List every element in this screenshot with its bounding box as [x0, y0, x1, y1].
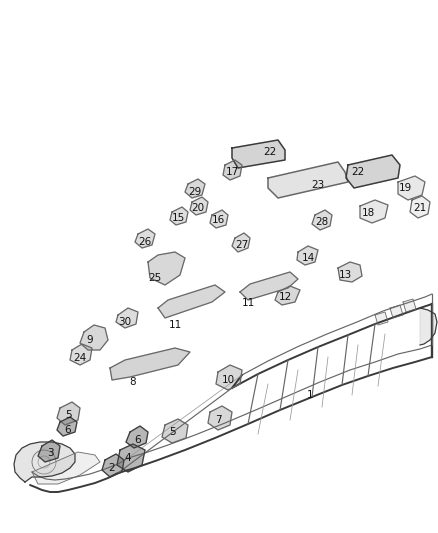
Polygon shape	[297, 246, 318, 265]
Polygon shape	[38, 440, 60, 462]
Text: 13: 13	[339, 270, 352, 280]
Polygon shape	[14, 442, 75, 482]
Text: 1: 1	[307, 390, 313, 400]
Polygon shape	[170, 207, 188, 225]
Text: 5: 5	[65, 410, 71, 420]
Text: 12: 12	[279, 292, 292, 302]
Polygon shape	[275, 286, 300, 305]
Text: 26: 26	[138, 237, 152, 247]
Polygon shape	[57, 417, 77, 436]
Text: 28: 28	[315, 217, 328, 227]
Polygon shape	[162, 419, 188, 443]
Text: 19: 19	[399, 183, 412, 193]
Polygon shape	[398, 176, 425, 200]
Text: 22: 22	[351, 167, 364, 177]
Text: 21: 21	[413, 203, 427, 213]
Text: 17: 17	[226, 167, 239, 177]
Polygon shape	[216, 365, 242, 390]
Text: 20: 20	[191, 203, 205, 213]
Text: 5: 5	[170, 427, 177, 437]
Text: 23: 23	[311, 180, 325, 190]
Text: 22: 22	[263, 147, 277, 157]
Text: 18: 18	[361, 208, 374, 218]
Polygon shape	[403, 299, 416, 312]
Polygon shape	[117, 444, 145, 472]
Polygon shape	[232, 233, 250, 252]
Polygon shape	[148, 252, 185, 285]
Polygon shape	[410, 196, 430, 218]
Text: 4: 4	[125, 453, 131, 463]
Polygon shape	[102, 454, 124, 477]
Text: 3: 3	[47, 448, 53, 458]
Text: 25: 25	[148, 273, 162, 283]
Text: 11: 11	[168, 320, 182, 330]
Polygon shape	[32, 452, 100, 484]
Polygon shape	[190, 197, 208, 215]
Text: 8: 8	[130, 377, 136, 387]
Text: 9: 9	[87, 335, 93, 345]
Polygon shape	[232, 140, 285, 168]
Polygon shape	[390, 305, 403, 318]
Polygon shape	[158, 285, 225, 318]
Polygon shape	[57, 402, 80, 425]
Polygon shape	[240, 272, 298, 300]
Text: 27: 27	[235, 240, 249, 250]
Polygon shape	[208, 406, 232, 430]
Text: 6: 6	[65, 425, 71, 435]
Polygon shape	[420, 308, 437, 345]
Text: 29: 29	[188, 187, 201, 197]
Polygon shape	[135, 229, 155, 248]
Text: 10: 10	[222, 375, 235, 385]
Polygon shape	[126, 426, 148, 448]
Text: 30: 30	[118, 317, 131, 327]
Polygon shape	[223, 160, 242, 180]
Polygon shape	[338, 262, 362, 282]
Polygon shape	[116, 308, 138, 328]
Polygon shape	[346, 155, 400, 188]
Polygon shape	[70, 344, 92, 365]
Polygon shape	[360, 200, 388, 223]
Polygon shape	[210, 210, 228, 228]
Polygon shape	[268, 162, 348, 198]
Polygon shape	[375, 312, 388, 325]
Polygon shape	[80, 325, 108, 350]
Polygon shape	[312, 210, 332, 230]
Text: 7: 7	[215, 415, 221, 425]
Text: 15: 15	[171, 213, 185, 223]
Polygon shape	[185, 179, 205, 198]
Text: 24: 24	[74, 353, 87, 363]
Text: 6: 6	[135, 435, 141, 445]
Text: 11: 11	[241, 298, 254, 308]
Text: 2: 2	[109, 463, 115, 473]
Text: 14: 14	[301, 253, 314, 263]
Text: 16: 16	[212, 215, 225, 225]
Polygon shape	[110, 348, 190, 380]
